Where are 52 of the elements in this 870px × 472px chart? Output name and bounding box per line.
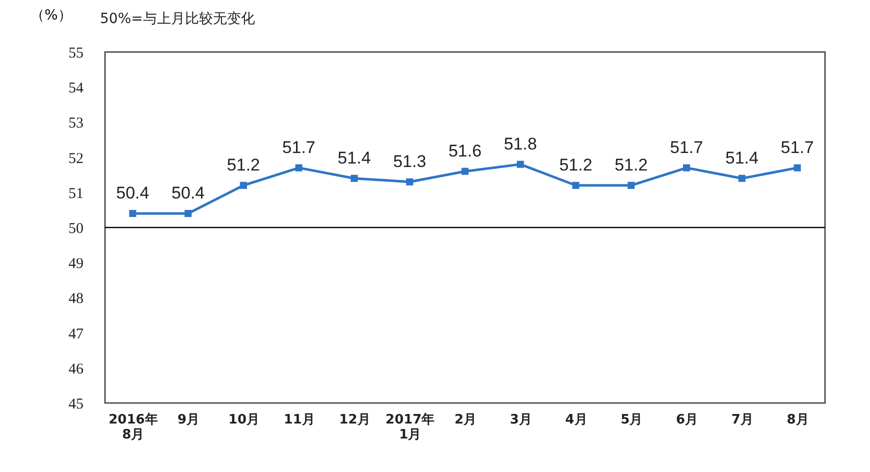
point: [683, 164, 690, 172]
x-tick-label: 8月: [786, 412, 809, 428]
data-label: 51.2: [559, 155, 592, 174]
point: [794, 164, 801, 172]
x-tick-label: 5月: [620, 412, 643, 428]
y-tick-label: 50: [68, 221, 84, 237]
point: [240, 182, 247, 189]
data-label: 51.7: [282, 138, 316, 157]
point: [738, 174, 746, 182]
y-tick-label: 51: [68, 186, 84, 202]
y-tick-label: 54: [68, 80, 84, 97]
data-label: 51.7: [780, 138, 814, 157]
data-label: 51.2: [614, 155, 648, 174]
y-tick-label: 45: [68, 396, 84, 412]
data-label: 51.2: [226, 155, 260, 174]
point: [461, 168, 469, 175]
y-axis-title: （%）: [30, 8, 72, 24]
point: [350, 174, 358, 182]
x-tick-label: 6月: [676, 412, 698, 428]
data-label: 51.3: [393, 152, 426, 171]
x-tick-label: 11月: [284, 412, 315, 428]
x-tick-label: 2017年 1月: [386, 412, 435, 442]
y-tick-label: 49: [68, 256, 84, 272]
point: [406, 178, 414, 186]
x-tick-label: 4月: [565, 412, 588, 428]
point: [184, 210, 192, 217]
point: [572, 182, 580, 189]
x-tick-label: 7月: [731, 412, 754, 428]
x-tick-label: 3月: [510, 412, 532, 428]
y-tick-label: 53: [68, 116, 84, 132]
data-label: 51.7: [670, 138, 704, 157]
text: 50%=与上月比较无变化: [100, 11, 255, 27]
data-label: 51.8: [504, 134, 537, 154]
x-tick-label: 9月: [178, 412, 200, 428]
data-label: 50.4: [172, 183, 205, 202]
x-tick-label: 2月: [454, 412, 477, 428]
x-tick-label: 12月: [339, 412, 370, 428]
data-label: 50.4: [116, 183, 150, 202]
y-tick-label: 47: [68, 326, 84, 342]
x-tick-label: 2016年 8月: [108, 412, 158, 442]
x-tick-label: 10月: [228, 412, 260, 428]
y-tick-label: 48: [68, 291, 84, 308]
y-tick-label: 52: [68, 150, 84, 167]
point: [295, 164, 302, 172]
point: [628, 182, 635, 189]
point: [516, 160, 524, 168]
data-label: 51.4: [725, 148, 758, 168]
y-tick-label: 46: [68, 361, 84, 378]
y-tick-label: 55: [68, 46, 84, 62]
point: [129, 210, 136, 217]
data-label: 51.6: [448, 141, 482, 160]
data-label: 51.4: [338, 148, 371, 168]
